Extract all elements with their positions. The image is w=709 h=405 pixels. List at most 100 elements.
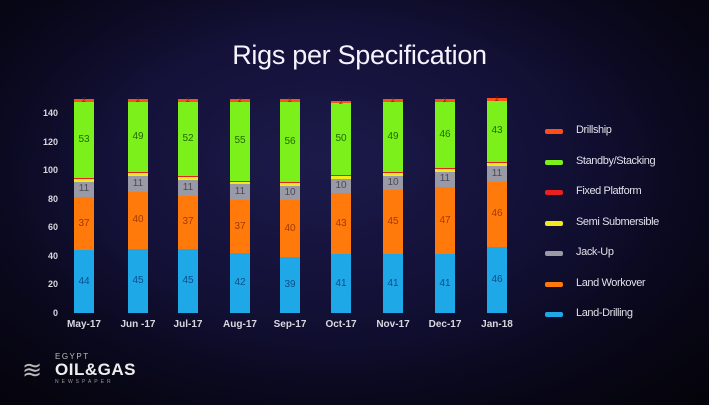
bar-segment-standby-stacking: 43 xyxy=(487,100,507,163)
bar-segment-fixed-platform xyxy=(383,172,403,173)
bar-segment-jack-up: 10 xyxy=(280,185,300,201)
logo-line3: NEWSPAPER xyxy=(55,379,114,385)
legend-item-semi-submersible: Semi Submersible xyxy=(545,216,659,247)
legend-label: Land-Drilling xyxy=(576,307,633,319)
y-tick-label: 100 xyxy=(42,165,58,176)
bar-segment-fixed-platform xyxy=(280,182,300,183)
legend-item-drillship: Drillship xyxy=(545,124,659,155)
legend-item-land-workover: Land Workover xyxy=(545,277,659,308)
bar-segment-fixed-platform xyxy=(128,172,148,173)
legend-swatch-icon xyxy=(545,159,563,165)
y-tick-label: 120 xyxy=(42,136,58,147)
bar-segment-land-workover: 45 xyxy=(383,190,403,255)
bar-segment-standby-stacking: 56 xyxy=(280,102,300,183)
legend-label: Fixed Platform xyxy=(576,185,642,197)
bar-segment-fixed-platform xyxy=(230,180,250,182)
bar-segment-drillship: 2 xyxy=(230,97,250,104)
logo-swoosh-icon: ≋ xyxy=(22,357,43,384)
bar-segment-jack-up: 11 xyxy=(74,181,94,198)
bar-segment-land-workover: 37 xyxy=(74,197,94,251)
legend-item-fixed-platform: Fixed Platform xyxy=(545,185,659,216)
bar-segment-semi-submersible: 1 xyxy=(331,167,351,179)
legend-swatch-icon xyxy=(545,312,563,317)
bar-segment-jack-up: 11 xyxy=(487,165,507,182)
y-tick-label: 40 xyxy=(47,250,58,261)
bar-segment-land-workover: 43 xyxy=(331,193,351,255)
legend-swatch-icon xyxy=(545,251,563,256)
bar-segment-drillship: 2 xyxy=(74,97,94,104)
legend-label: Standby/Stacking xyxy=(576,154,656,167)
y-tick-label: 60 xyxy=(47,222,58,233)
bar-segment-drillship: 2 xyxy=(178,97,198,104)
legend-label: Land Workover xyxy=(576,276,646,289)
bar-segment-jack-up: 10 xyxy=(331,178,351,193)
chart-title: Rigs per Specification xyxy=(232,40,487,70)
x-tick-label: Jan-18 xyxy=(481,319,513,330)
bar-segment-jack-up: 11 xyxy=(178,180,198,196)
bar-segment-land-drilling: 41 xyxy=(331,254,351,313)
bar-segment-jack-up: 11 xyxy=(230,184,250,201)
bar-segment-land-drilling: 39 xyxy=(280,257,300,313)
bar-segment-land-drilling: 44 xyxy=(74,250,94,313)
legend-swatch-icon xyxy=(545,129,563,134)
bar-segment-fixed-platform xyxy=(487,162,507,163)
bar-segment-semi-submersible: 1 xyxy=(435,160,455,172)
y-tick-label: 20 xyxy=(47,279,58,290)
bar-segment-drillship: 2 xyxy=(331,99,351,105)
legend-label: Semi Submersible xyxy=(576,215,659,228)
bar-segment-standby-stacking: 52 xyxy=(178,102,198,177)
bar-segment-land-workover: 40 xyxy=(280,200,300,258)
bar-segment-land-drilling: 41 xyxy=(435,254,455,313)
x-tick-label: Jul-17 xyxy=(173,319,203,330)
bar-segment-land-drilling: 42 xyxy=(230,253,250,313)
bar-segment-drillship: 2 xyxy=(383,97,403,104)
bar-segment-drillship: 2 xyxy=(435,97,455,104)
bar-segment-land-drilling: 45 xyxy=(178,248,198,313)
bar-segment-standby-stacking: 49 xyxy=(383,102,403,173)
legend-swatch-icon xyxy=(545,220,563,226)
legend-item-land-drilling: Land-Drilling xyxy=(545,307,659,338)
legend-swatch-icon xyxy=(545,190,563,195)
bar-segment-fixed-platform xyxy=(435,167,455,169)
bar-segment-land-drilling: 45 xyxy=(128,248,148,313)
bar-segment-fixed-platform xyxy=(178,176,198,178)
plot-area: 4437111532May-174540111492Jun -174537111… xyxy=(60,0,530,405)
bar-segment-land-workover: 37 xyxy=(178,195,198,249)
bar-segment-standby-stacking: 46 xyxy=(435,102,455,168)
x-tick-label: Nov-17 xyxy=(376,319,410,330)
y-axis: 0 20 40 60 80 100 120 140 xyxy=(28,0,58,405)
bar-segment-standby-stacking: 50 xyxy=(331,103,351,175)
bar-segment-drillship: 2 xyxy=(128,97,148,104)
bar-segment-land-workover: 46 xyxy=(487,181,507,248)
bar-segment-land-drilling: 46 xyxy=(487,247,507,313)
x-tick-label: Oct-17 xyxy=(325,319,357,330)
bar-segment-drillship: 2 xyxy=(487,96,507,103)
legend-item-standby-stacking: Standby/Stacking xyxy=(545,155,659,186)
bar-segment-semi-submersible: 1 xyxy=(128,164,148,176)
legend-swatch-icon xyxy=(545,281,563,287)
bar-segment-standby-stacking: 55 xyxy=(230,102,250,181)
bar-segment-standby-stacking: 49 xyxy=(128,102,148,173)
bar-segment-semi-submersible: 1 xyxy=(230,173,250,185)
bar-segment-semi-submersible: 1 xyxy=(383,164,403,176)
x-tick-label: Aug-17 xyxy=(223,319,257,330)
bar-segment-jack-up: 11 xyxy=(128,175,148,192)
legend-label: Jack-Up xyxy=(576,246,614,258)
legend: Drillship Standby/Stacking Fixed Platform S… xyxy=(545,124,659,338)
bar-segment-semi-submersible: 0 xyxy=(280,174,300,186)
logo-line1: EGYPT xyxy=(55,352,90,361)
legend-label: Drillship xyxy=(576,124,612,136)
x-tick-label: Dec-17 xyxy=(428,319,462,330)
bar-segment-semi-submersible: 1 xyxy=(74,170,94,182)
x-tick-label: Sep-17 xyxy=(273,319,307,330)
egypt-oil-gas-logo: ≋ EGYPT OIL&GAS NEWSPAPER xyxy=(22,352,172,392)
y-tick-label: 140 xyxy=(42,108,58,118)
y-tick-label: 0 xyxy=(52,308,58,318)
bar-segment-land-workover: 40 xyxy=(128,191,148,249)
bar-segment-jack-up: 10 xyxy=(383,175,403,191)
bar-segment-semi-submersible: 0 xyxy=(487,154,507,166)
x-tick-label: May-17 xyxy=(67,319,101,330)
bar-segment-standby-stacking: 53 xyxy=(74,102,94,178)
bar-segment-fixed-platform xyxy=(331,174,351,176)
legend-item-jack-up: Jack-Up xyxy=(545,246,659,277)
